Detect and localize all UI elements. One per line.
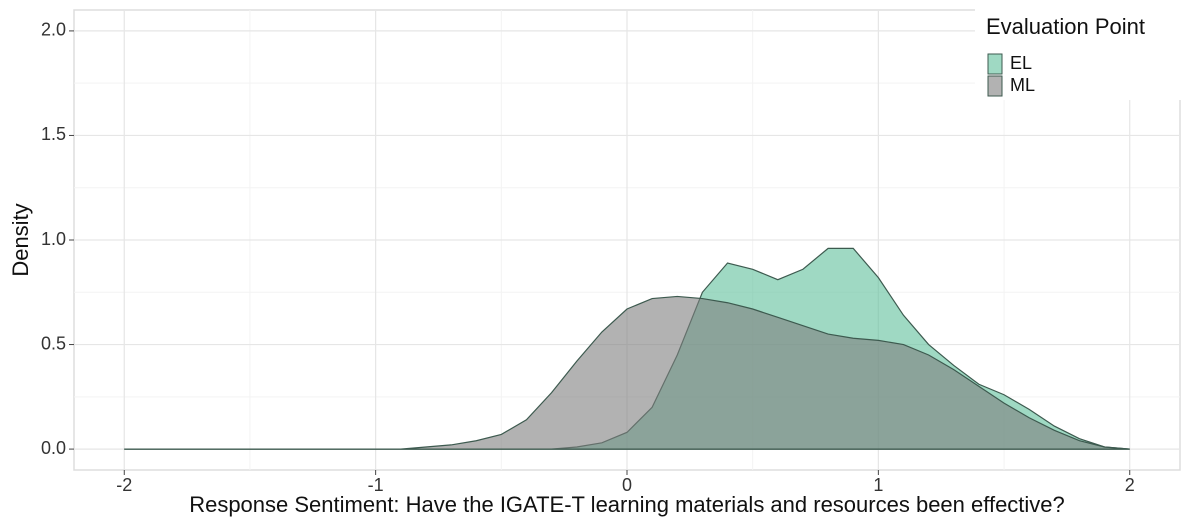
x-tick-label: 2 <box>1125 475 1135 495</box>
x-tick-label: 1 <box>873 475 883 495</box>
marks <box>124 247 1130 450</box>
x-tick-label: -2 <box>116 475 132 495</box>
x-tick-label: 0 <box>622 475 632 495</box>
y-tick-label: 2.0 <box>41 20 66 40</box>
y-tick-label: 1.0 <box>41 229 66 249</box>
x-tick-label: -1 <box>368 475 384 495</box>
y-tick-label: 0.0 <box>41 438 66 458</box>
legend-box <box>975 0 1184 100</box>
y-axis-title: Density <box>8 203 33 276</box>
x-axis-title: Response Sentiment: Have the IGATE-T lea… <box>189 492 1065 517</box>
legend-title: Evaluation Point <box>986 14 1145 39</box>
y-tick-label: 0.5 <box>41 333 66 353</box>
y-tick-label: 1.5 <box>41 124 66 144</box>
legend-key <box>987 53 1003 75</box>
legend-label: ML <box>1010 75 1035 95</box>
density-area <box>124 295 1130 450</box>
legend-label: EL <box>1010 53 1032 73</box>
legend-key <box>987 75 1003 97</box>
